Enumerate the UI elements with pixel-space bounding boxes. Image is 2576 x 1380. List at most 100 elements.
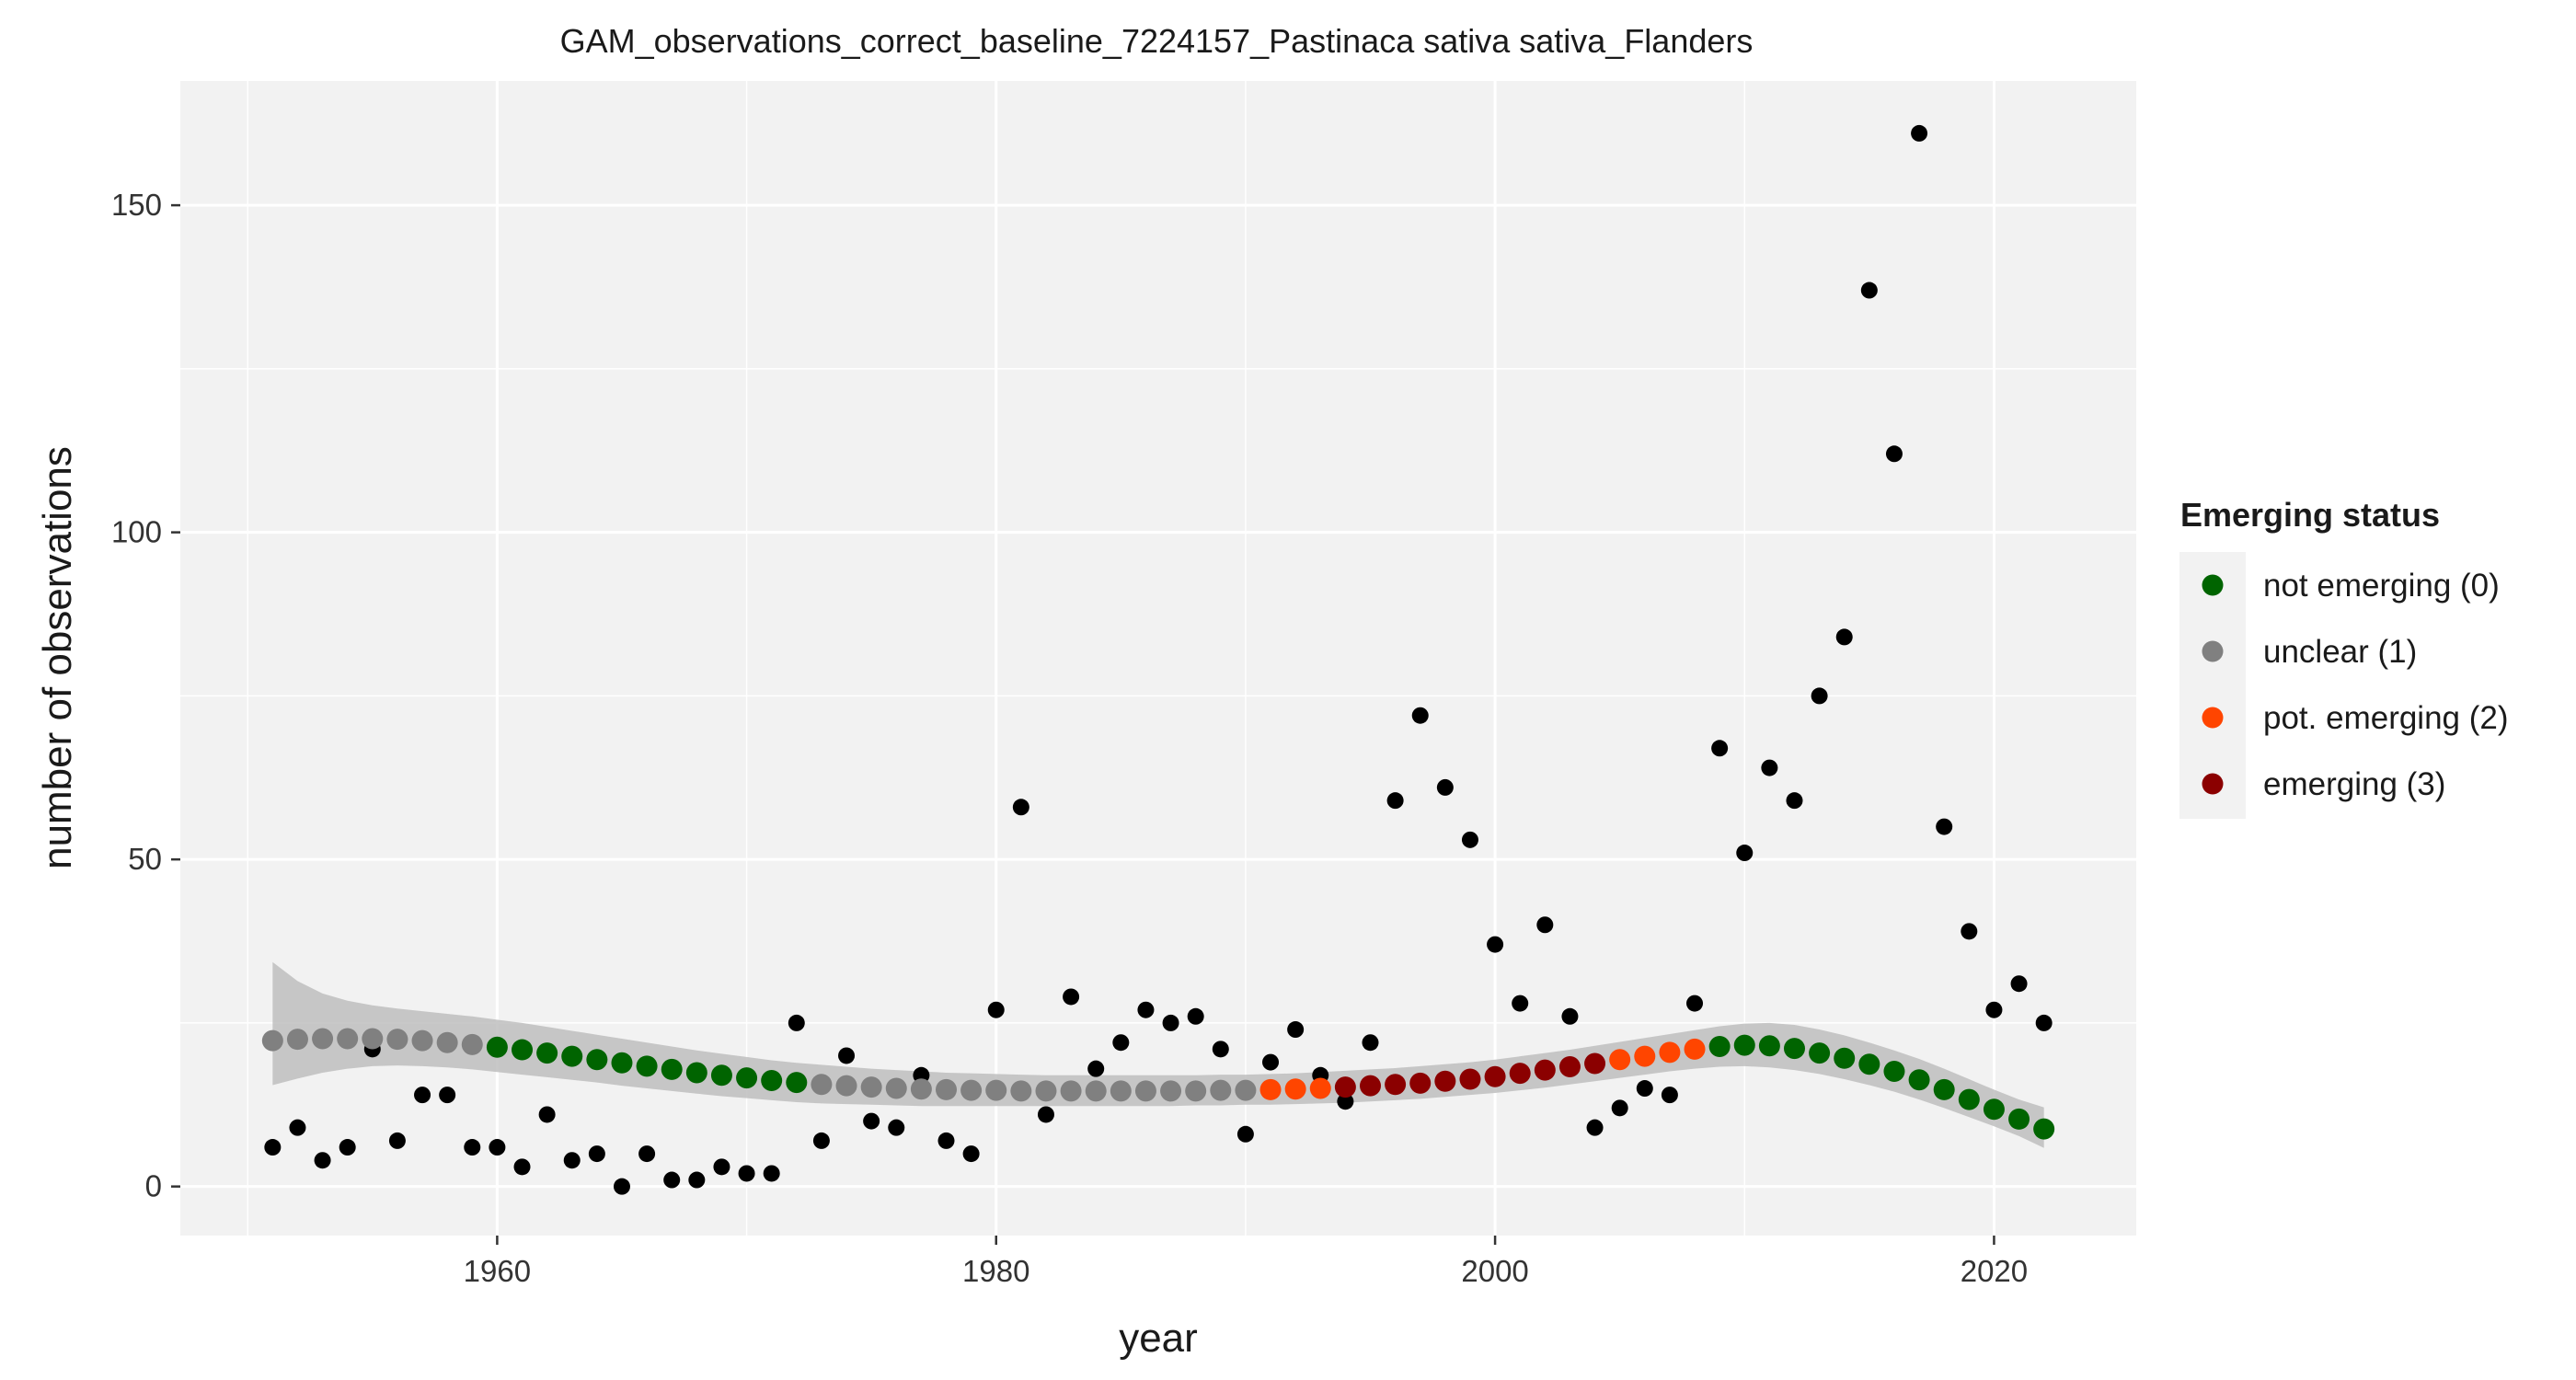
legend-key — [2202, 773, 2224, 795]
observation-point — [1985, 1001, 2003, 1018]
fit-point — [1584, 1052, 1606, 1075]
observation-point — [1811, 687, 1828, 705]
fit-point — [1908, 1069, 1930, 1091]
fit-point — [1733, 1034, 1755, 1056]
fit-point — [835, 1075, 857, 1097]
legend-label: emerging (3) — [2263, 766, 2445, 802]
observation-point — [289, 1119, 306, 1136]
observation-point — [588, 1145, 605, 1163]
fit-point — [1359, 1075, 1381, 1097]
x-tick-label: 1980 — [962, 1254, 1029, 1288]
observation-point — [1786, 792, 1803, 810]
observation-point — [414, 1087, 431, 1104]
fit-point — [885, 1077, 907, 1099]
fit-point — [761, 1069, 783, 1091]
y-axis: 0 50 100 150 — [111, 188, 180, 1203]
fit-point — [1385, 1074, 1407, 1096]
observation-point — [1461, 831, 1478, 848]
observation-point — [888, 1119, 905, 1136]
fit-point — [261, 1029, 283, 1052]
observation-point — [1337, 1093, 1354, 1110]
fit-point — [1883, 1061, 1905, 1083]
fit-point — [1534, 1059, 1556, 1081]
fit-point — [1659, 1041, 1681, 1064]
observation-point — [489, 1139, 506, 1156]
fit-point — [1634, 1045, 1656, 1067]
fit-point — [1958, 1088, 1980, 1110]
fit-point — [1060, 1080, 1082, 1102]
observation-point — [1636, 1080, 1653, 1098]
observation-point — [439, 1087, 456, 1104]
fit-point — [860, 1076, 882, 1098]
chart-title: GAM_observations_correct_baseline_722415… — [560, 22, 1754, 60]
fit-point — [811, 1074, 833, 1096]
observation-point — [638, 1145, 656, 1163]
legend-key — [2202, 707, 2224, 729]
observation-point — [838, 1047, 856, 1064]
fit-point — [1983, 1098, 2005, 1121]
fit-point — [1758, 1035, 1780, 1057]
observation-point — [663, 1171, 681, 1189]
x-axis: 1960 1980 2000 2020 — [464, 1236, 2028, 1288]
observation-point — [613, 1178, 630, 1195]
fit-point — [337, 1028, 359, 1050]
observation-point — [1586, 1119, 1604, 1136]
fit-point — [1010, 1080, 1032, 1102]
x-tick-label: 2000 — [1461, 1254, 1528, 1288]
fit-point — [1809, 1042, 1831, 1064]
fit-point — [1708, 1036, 1731, 1058]
observation-point — [264, 1139, 282, 1156]
fit-point — [1284, 1078, 1306, 1100]
legend-key — [2202, 640, 2224, 662]
legend: Emerging status not emerging (0) unclear … — [2179, 496, 2509, 819]
observation-point — [513, 1158, 531, 1176]
fit-point — [1509, 1063, 1531, 1085]
observation-point — [688, 1171, 706, 1189]
observation-point — [2010, 975, 2028, 993]
observation-point — [1137, 1001, 1155, 1018]
observation-point — [1835, 628, 1853, 646]
grid-minor — [180, 81, 2136, 1236]
legend-label: not emerging (0) — [2263, 568, 2500, 604]
observation-point — [388, 1132, 406, 1149]
legend-entries: not emerging (0) unclear (1) pot. emerging… — [2202, 568, 2509, 802]
observation-point — [1362, 1034, 1379, 1052]
fit-point — [1160, 1080, 1182, 1102]
fit-point — [1484, 1065, 1506, 1087]
legend-label: pot. emerging (2) — [2263, 700, 2509, 736]
fit-point — [2033, 1118, 2055, 1140]
fit-point — [661, 1058, 683, 1080]
fit-point — [1085, 1080, 1107, 1102]
fit-point — [960, 1079, 983, 1101]
fit-point — [1110, 1080, 1132, 1102]
fit-point — [2008, 1108, 2030, 1130]
fit-point — [386, 1029, 408, 1051]
observation-point — [962, 1145, 980, 1163]
fit-point — [936, 1078, 958, 1100]
observation-point — [563, 1152, 581, 1169]
observation-point — [763, 1165, 780, 1182]
fit-point — [736, 1067, 758, 1089]
observation-point — [1536, 916, 1554, 934]
fit-point — [1558, 1056, 1581, 1078]
observation-point — [1487, 936, 1504, 953]
fit-point — [1434, 1070, 1456, 1092]
observation-point — [464, 1139, 481, 1156]
x-tick-label: 2020 — [1961, 1254, 2028, 1288]
observation-point — [339, 1139, 356, 1156]
legend-title: Emerging status — [2180, 496, 2440, 534]
fit-point — [1684, 1038, 1706, 1060]
fit-point — [436, 1031, 458, 1053]
observation-point — [1112, 1034, 1130, 1052]
observation-point — [2035, 1014, 2053, 1031]
x-tick-label: 1960 — [464, 1254, 531, 1288]
fit-point — [1134, 1080, 1156, 1102]
fit-point — [1235, 1079, 1257, 1101]
observation-points — [264, 124, 2053, 1195]
fit-point — [512, 1039, 534, 1061]
fit-point — [1858, 1053, 1880, 1075]
observation-point — [937, 1132, 955, 1149]
y-tick-label: 0 — [145, 1169, 162, 1203]
fit-point — [1609, 1049, 1631, 1071]
observation-point — [1063, 988, 1080, 1006]
